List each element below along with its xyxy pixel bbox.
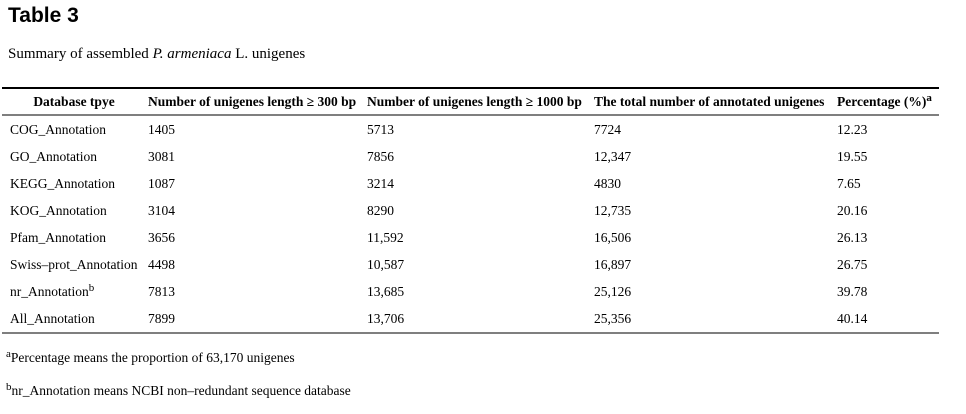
cell-percentage: 7.65 [837,175,861,191]
table-header: Database tpye Number of unigenes length … [2,88,939,116]
cell-len300: 1405 [148,121,175,137]
cell-database: GO_Annotation [10,148,97,164]
table-body: COG_Annotation 1405 5713 7724 12.23 GO_A… [2,115,939,333]
column-header-total-annotated: The total number of annotated unigenes [594,88,837,116]
footnote-b-sup: b [6,381,12,394]
page-title: Table 3 [8,4,79,27]
cell-len1000: 7856 [367,148,394,164]
table-row: COG_Annotation 1405 5713 7724 12.23 [2,115,939,143]
footnote-a-sup: a [6,348,11,361]
cell-total: 16,897 [594,256,632,272]
cell-len1000: 13,685 [367,283,405,299]
cell-total: 7724 [594,121,621,137]
database-label: nr_Annotation [10,283,89,299]
cell-len300: 3656 [148,229,175,245]
cell-percentage: 12.23 [837,121,868,137]
cell-percentage: 40.14 [837,310,868,326]
cell-database: COG_Annotation [10,121,106,137]
footnote-a-text: Percentage means the proportion of 63,17… [10,350,295,365]
cell-database: Swiss–prot_Annotation [10,256,138,272]
cell-len1000: 11,592 [367,229,404,245]
cell-database: nr_Annotationb [2,278,148,305]
cell-len300: 1087 [148,175,175,191]
footnote-b-marker: b [88,281,95,294]
cell-len1000: 5713 [367,121,394,137]
cell-percentage: 19.55 [837,148,868,164]
column-header-len300: Number of unigenes length ≥ 300 bp [148,88,367,116]
column-header-database: Database tpye [2,88,148,116]
cell-percentage: 26.13 [837,229,868,245]
header-row: Database tpye Number of unigenes length … [2,88,939,116]
cell-total: 4830 [594,175,621,191]
caption-suffix: L. unigenes [231,46,306,62]
caption-prefix: Summary of assembled [8,46,153,62]
percentage-header-label: Percentage (%) [837,94,927,109]
column-header-percentage: Percentage (%)a [837,88,939,116]
table-row: Pfam_Annotation 3656 11,592 16,506 26.13 [2,224,939,251]
cell-len1000: 10,587 [367,256,405,272]
cell-database: Pfam_Annotation [10,229,106,245]
cell-len300: 4498 [148,256,175,272]
cell-total: 12,347 [594,148,632,164]
cell-database: KOG_Annotation [10,202,107,218]
cell-percentage: 39.78 [837,283,868,299]
cell-total: 12,735 [594,202,632,218]
column-header-len1000: Number of unigenes length ≥ 1000 bp [367,88,594,116]
table-caption: Summary of assembled P. armeniaca L. uni… [8,46,305,63]
table-row: GO_Annotation 3081 7856 12,347 19.55 [2,143,939,170]
footnote-a: aPercentage means the proportion of 63,1… [6,348,295,366]
cell-database: All_Annotation [10,310,95,326]
cell-len300: 3081 [148,148,175,164]
cell-total: 25,356 [594,310,632,326]
cell-len300: 3104 [148,202,175,218]
table-row: Swiss–prot_Annotation 4498 10,587 16,897… [2,251,939,278]
cell-total: 25,126 [594,283,632,299]
cell-database: KEGG_Annotation [10,175,115,191]
cell-total: 16,506 [594,229,632,245]
cell-len1000: 13,706 [367,310,405,326]
cell-len1000: 3214 [367,175,394,191]
cell-percentage: 26.75 [837,256,868,272]
table-row: nr_Annotationb 7813 13,685 25,126 39.78 [2,278,939,305]
cell-len300: 7813 [148,283,175,299]
unigenes-table: Database tpye Number of unigenes length … [2,87,939,334]
cell-len300: 7899 [148,310,175,326]
footnote-a-marker: a [926,92,932,105]
footnote-b-text: nr_Annotation means NCBI non–redundant s… [11,383,351,398]
table-row: KOG_Annotation 3104 8290 12,735 20.16 [2,197,939,224]
cell-percentage: 20.16 [837,202,868,218]
table-row: All_Annotation 7899 13,706 25,356 40.14 [2,305,939,333]
species-name: P. armeniaca [152,46,232,62]
footnote-b: bnr_Annotation means NCBI non–redundant … [6,381,351,399]
cell-len1000: 8290 [367,202,394,218]
table-row: KEGG_Annotation 1087 3214 4830 7.65 [2,170,939,197]
